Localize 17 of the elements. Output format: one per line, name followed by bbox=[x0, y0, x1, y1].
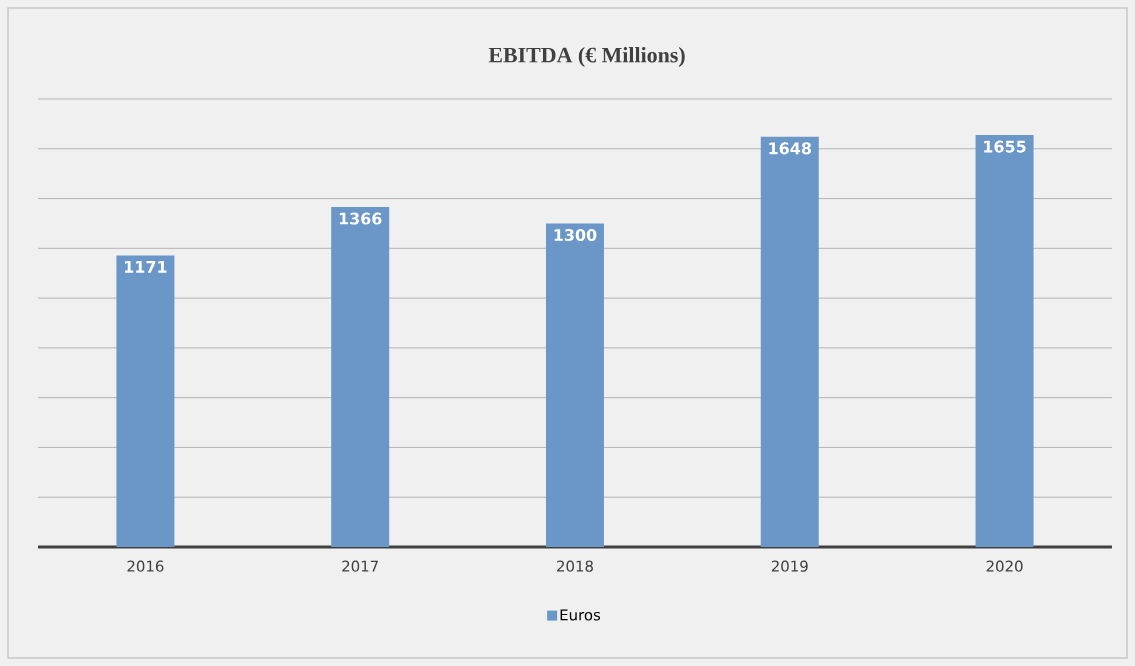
data-label: 1655 bbox=[984, 140, 1026, 153]
bar bbox=[331, 207, 390, 547]
x-tick-label: 2020 bbox=[986, 560, 1023, 572]
x-tick-label: 2016 bbox=[127, 560, 164, 572]
data-label: 1171 bbox=[125, 261, 167, 273]
x-tick-label: 2017 bbox=[342, 560, 378, 572]
data-label: 1366 bbox=[339, 212, 382, 225]
bar bbox=[545, 223, 604, 547]
x-tick-label: 2019 bbox=[771, 560, 808, 572]
x-tick-label: 2018 bbox=[557, 560, 593, 572]
data-label: 1648 bbox=[769, 142, 811, 155]
legend-label: Euros bbox=[560, 609, 601, 621]
bar bbox=[975, 135, 1034, 547]
chart-title: EBITDA (€ Millions) bbox=[488, 47, 685, 67]
data-label: 1300 bbox=[554, 228, 597, 241]
bar bbox=[760, 136, 819, 547]
bar bbox=[116, 255, 175, 547]
